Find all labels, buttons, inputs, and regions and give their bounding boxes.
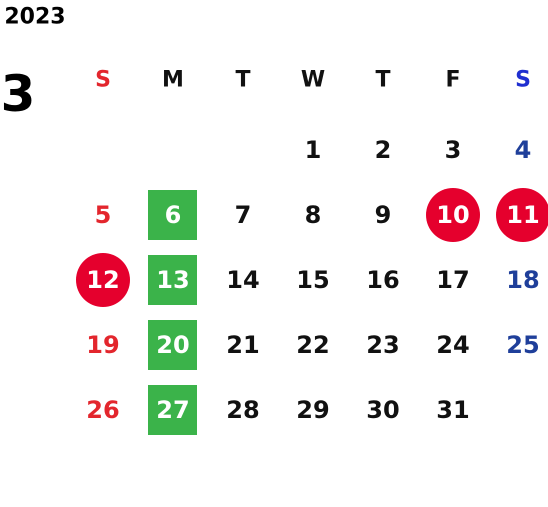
day-number: 29 <box>296 396 329 424</box>
day-number: 22 <box>296 331 329 359</box>
weekday-label: F <box>445 68 460 93</box>
day-number: 23 <box>366 331 399 359</box>
day-number: 28 <box>226 396 259 424</box>
highlight-circle <box>496 188 548 242</box>
day-number: 4 <box>515 136 532 164</box>
day-number: 19 <box>86 331 119 359</box>
month: 3 <box>1 65 36 123</box>
day-number: 26 <box>86 396 119 424</box>
day-number: 13 <box>156 266 189 294</box>
highlight-circle <box>426 188 480 242</box>
day-number: 27 <box>156 396 189 424</box>
day-number: 31 <box>436 396 469 424</box>
highlight-square <box>148 255 197 305</box>
highlight-square <box>148 320 197 370</box>
day-number: 8 <box>305 201 322 229</box>
weekday-label: S <box>515 68 531 93</box>
day-number: 16 <box>366 266 399 294</box>
day-number: 20 <box>156 331 189 359</box>
day-number: 17 <box>436 266 469 294</box>
day-number: 6 <box>165 201 182 229</box>
day-number: 9 <box>375 201 392 229</box>
highlight-square <box>148 385 197 435</box>
day-number: 30 <box>366 396 399 424</box>
day-number: 5 <box>95 201 112 229</box>
weekday-label: S <box>95 68 111 93</box>
day-number: 15 <box>296 266 329 294</box>
day-number: 1 <box>305 136 322 164</box>
day-number: 7 <box>235 201 252 229</box>
year: 2023 <box>4 5 65 30</box>
day-number: 25 <box>506 331 539 359</box>
day-number: 12 <box>86 266 119 294</box>
weekday-label: T <box>235 68 250 93</box>
day-number: 2 <box>375 136 392 164</box>
weekday-label: W <box>301 68 325 93</box>
day-number: 10 <box>436 201 469 229</box>
day-number: 21 <box>226 331 259 359</box>
day-number: 24 <box>436 331 469 359</box>
highlight-square <box>148 190 197 240</box>
day-number: 14 <box>226 266 259 294</box>
highlight-circle <box>76 253 130 307</box>
day-number: 3 <box>445 136 462 164</box>
day-number: 18 <box>506 266 539 294</box>
weekday-label: M <box>162 68 184 93</box>
day-number: 11 <box>506 201 539 229</box>
weekday-label: T <box>375 68 390 93</box>
